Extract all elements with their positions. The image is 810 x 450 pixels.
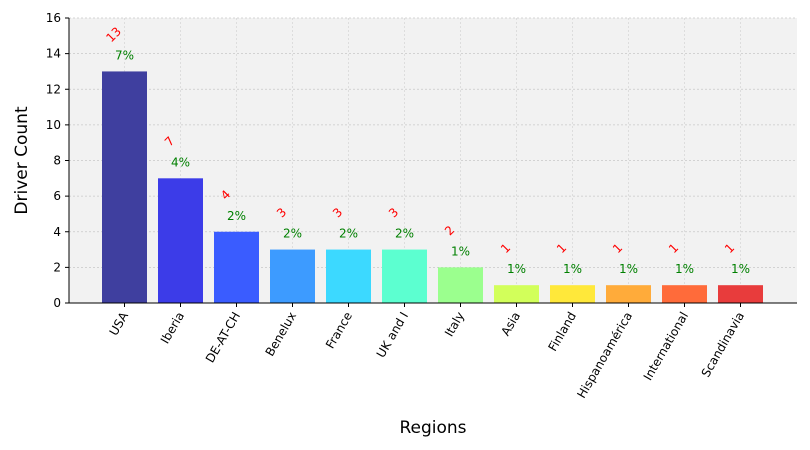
bar [214, 231, 259, 303]
bar-percent-label: 1% [507, 262, 526, 276]
x-tick-label: Iberia [158, 310, 187, 347]
bar [606, 285, 651, 303]
y-tick-label: 14 [46, 47, 61, 61]
x-tick-label: Asia [498, 310, 523, 339]
x-tick-label: USA [107, 309, 132, 338]
y-tick-label: 8 [53, 154, 61, 168]
bar-percent-label: 1% [675, 262, 694, 276]
bar [326, 249, 371, 303]
x-tick-label: Italy [442, 310, 467, 340]
bar-percent-label: 7% [115, 48, 134, 62]
bars [102, 71, 763, 303]
bar [550, 285, 595, 303]
bar-percent-label: 1% [451, 244, 470, 258]
bar-percent-label: 1% [731, 262, 750, 276]
x-tick-label: France [323, 310, 355, 352]
y-tick-label: 4 [53, 225, 61, 239]
x-tick-label: International [641, 310, 691, 383]
bar [438, 267, 483, 303]
bar [718, 285, 763, 303]
bar [270, 249, 315, 303]
bar-percent-label: 4% [171, 155, 190, 169]
y-tick-label: 16 [46, 11, 61, 25]
y-tick-label: 10 [46, 118, 61, 132]
bar-percent-label: 2% [339, 227, 358, 241]
x-tick-label: DE-AT-CH [203, 310, 243, 366]
x-tick-label: Finland [546, 310, 580, 354]
bar-percent-label: 2% [227, 209, 246, 223]
bar [382, 249, 427, 303]
y-tick-label: 6 [53, 189, 61, 203]
bar-percent-label: 1% [619, 262, 638, 276]
y-tick-label: 12 [46, 82, 61, 96]
x-tick-label: UK and I [374, 310, 411, 361]
bar [662, 285, 707, 303]
bar-percent-label: 2% [283, 227, 302, 241]
y-tick-label: 0 [53, 296, 61, 310]
bar-percent-label: 1% [563, 262, 582, 276]
x-tick-label: Benelux [263, 310, 299, 359]
bar-percent-label: 2% [395, 227, 414, 241]
y-tick-label: 2 [53, 260, 61, 274]
x-tick-label: Scandinavia [699, 310, 748, 380]
y-axis-title: Driver Count [12, 106, 32, 215]
bar [494, 285, 539, 303]
x-tick-label: Hispanoamérica [574, 310, 635, 401]
bar [158, 178, 203, 303]
bar [102, 71, 147, 303]
x-axis-title: Regions [399, 418, 466, 438]
